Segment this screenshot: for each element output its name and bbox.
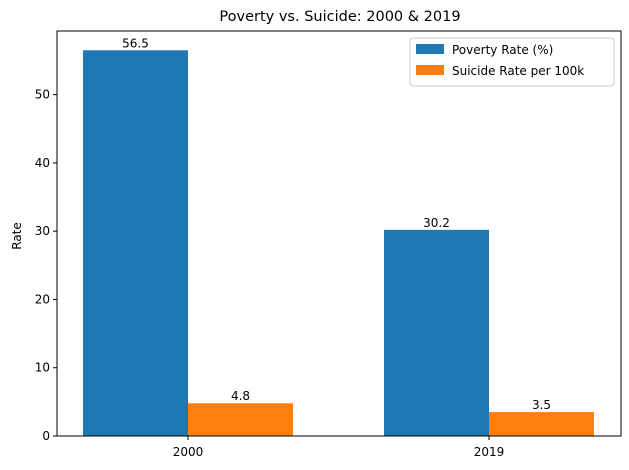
x-tick-label: 2019 — [474, 445, 505, 459]
legend-label: Suicide Rate per 100k — [452, 64, 584, 78]
legend-swatch — [416, 44, 444, 54]
bars-group — [83, 50, 594, 437]
y-tick-label: 20 — [35, 292, 50, 306]
legend-swatch — [416, 65, 444, 75]
axes-frame — [56, 30, 622, 437]
plot-frame — [56, 30, 622, 437]
y-tick-label: 50 — [35, 88, 50, 102]
chart-title: Poverty vs. Suicide: 2000 & 2019 — [219, 9, 460, 25]
bar-2019-series-0 — [384, 229, 489, 436]
y-tick-label: 0 — [42, 429, 50, 443]
bar-value-label: 56.5 — [122, 36, 149, 50]
y-tick-label: 10 — [35, 361, 50, 375]
bar-value-label: 30.2 — [423, 216, 450, 230]
y-axis-label: Rate — [10, 222, 24, 250]
bar-2019-series-1 — [489, 412, 594, 436]
x-axis-ticks: 2000 2019 — [173, 436, 505, 459]
bar-labels-group: 56.5 30.2 4.8 3.5 — [122, 36, 551, 412]
y-axis-ticks: 0 10 20 30 40 50 — [35, 88, 57, 443]
y-tick-label: 40 — [35, 156, 50, 170]
bar-2000-series-1 — [188, 403, 293, 436]
legend: Poverty Rate (%) Suicide Rate per 100k — [409, 37, 615, 87]
bar-value-label: 4.8 — [231, 389, 250, 403]
bar-2000-series-0 — [83, 50, 188, 437]
x-tick-label: 2000 — [173, 445, 204, 459]
legend-box — [409, 37, 615, 87]
y-tick-label: 30 — [35, 224, 50, 238]
bar-value-label: 3.5 — [532, 398, 551, 412]
legend-label: Poverty Rate (%) — [452, 43, 553, 57]
